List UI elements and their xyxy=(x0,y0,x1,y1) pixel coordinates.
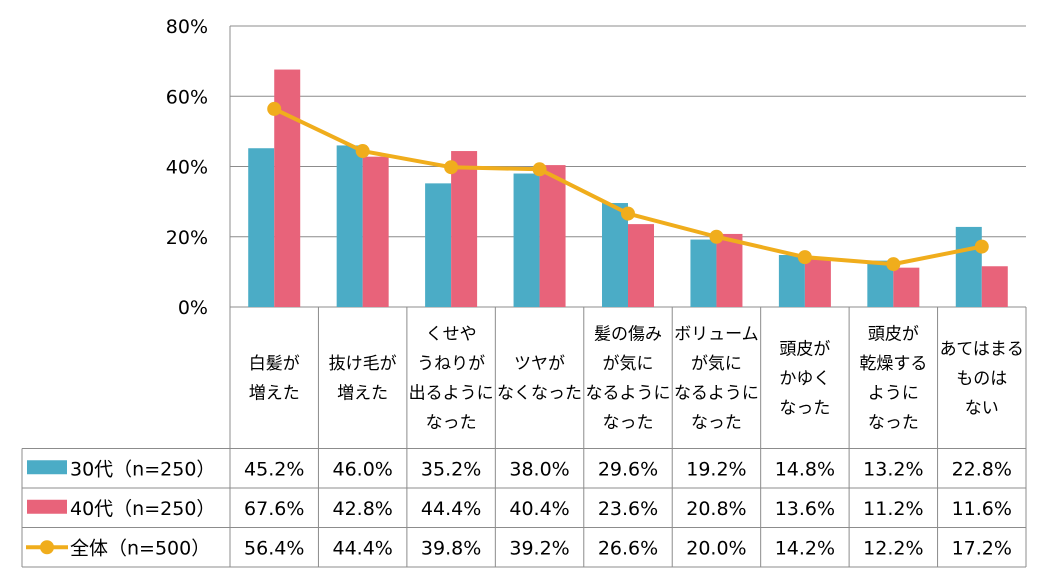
overall-point xyxy=(444,160,459,175)
bar-40s xyxy=(893,267,920,307)
data-label: 26.6% xyxy=(598,537,658,559)
data-label: 13.6% xyxy=(775,498,835,520)
category-label: 頭皮が xyxy=(868,325,919,345)
category-label: 増えた xyxy=(337,384,388,404)
bars xyxy=(248,69,1008,308)
category-label: なった xyxy=(691,413,742,433)
legend-swatch-40s xyxy=(27,499,67,514)
bar-30s xyxy=(955,226,982,307)
category-label: ない xyxy=(965,398,999,418)
category-label: なった xyxy=(603,413,654,433)
data-label: 46.0% xyxy=(332,458,392,480)
data-label: 40.4% xyxy=(509,498,569,520)
data-label: 67.6% xyxy=(244,498,304,520)
data-label: 17.2% xyxy=(952,537,1012,559)
legend-marker-overall xyxy=(40,540,54,555)
bar-40s xyxy=(539,165,566,307)
bar-40s xyxy=(804,259,831,307)
data-label: 14.8% xyxy=(775,458,835,480)
overall-line xyxy=(267,101,989,272)
bar-30s xyxy=(602,203,628,307)
bar-40s xyxy=(981,266,1008,307)
data-label: 56.4% xyxy=(244,537,304,559)
legend-label: 全体（n=500） xyxy=(70,537,210,559)
category-label: 白髪が xyxy=(249,354,300,374)
category-label: ように xyxy=(868,384,919,404)
category-label: なるように xyxy=(674,384,759,404)
category-label: 頭皮が xyxy=(779,339,830,359)
data-label: 14.2% xyxy=(775,537,835,559)
bar-40s xyxy=(716,233,743,307)
legend-swatch-30s xyxy=(27,460,67,475)
overall-point xyxy=(267,101,282,116)
category-label: なるように xyxy=(586,384,671,404)
category-label: 出るように xyxy=(409,384,494,404)
bar-40s xyxy=(362,156,389,307)
y-tick-label: 80% xyxy=(166,16,208,38)
category-label: 抜け毛が xyxy=(329,354,397,374)
data-label: 39.2% xyxy=(509,537,569,559)
bar-40s xyxy=(628,224,654,307)
data-label: 19.2% xyxy=(686,458,746,480)
data-label: 20.8% xyxy=(686,498,746,520)
data-label: 13.2% xyxy=(863,458,923,480)
overall-point xyxy=(621,206,635,221)
y-axis: 80% 60% 40% 20% 0% xyxy=(166,16,208,319)
data-label: 23.6% xyxy=(598,498,658,520)
category-label: なった xyxy=(868,413,919,433)
bar-30s xyxy=(336,145,363,307)
category-label: ツヤが xyxy=(514,354,565,374)
y-tick-label: 60% xyxy=(166,86,208,108)
data-label: 42.8% xyxy=(332,498,392,520)
category-label: 髪の傷み xyxy=(594,325,662,345)
bar-30s xyxy=(690,239,717,307)
overall-point xyxy=(797,250,812,265)
data-label: 12.2% xyxy=(863,537,923,559)
y-tick-label: 20% xyxy=(166,227,208,249)
category-label: くせや xyxy=(426,325,477,345)
category-label: ものは xyxy=(956,369,1007,389)
category-label: が気に xyxy=(603,354,654,374)
data-label: 20.0% xyxy=(686,537,746,559)
category-label: ボリューム xyxy=(674,325,759,345)
category-label: あてはまる xyxy=(940,339,1024,359)
bar-30s xyxy=(778,255,805,307)
data-label: 11.2% xyxy=(863,498,923,520)
legend-label: 30代（n=250） xyxy=(70,458,215,480)
category-label: うねりが xyxy=(417,354,485,374)
legend-label: 40代（n=250） xyxy=(70,498,215,520)
data-label: 11.6% xyxy=(952,498,1012,520)
data-label: 22.8% xyxy=(952,458,1012,480)
category-label: なくなった xyxy=(497,384,582,404)
overall-point xyxy=(974,239,989,254)
category-label: が気に xyxy=(691,354,742,374)
data-label: 45.2% xyxy=(244,458,304,480)
bar-30s xyxy=(425,183,452,307)
category-label: 増えた xyxy=(249,384,300,404)
data-label: 39.8% xyxy=(421,537,481,559)
data-label: 44.4% xyxy=(421,498,481,520)
bar-40s xyxy=(451,151,478,307)
overall-point xyxy=(709,229,724,244)
category-label: なった xyxy=(779,398,830,418)
category-label: 乾燥する xyxy=(859,354,927,374)
overall-point xyxy=(532,162,547,177)
data-label: 35.2% xyxy=(421,458,481,480)
bar-30s xyxy=(513,173,540,307)
category-label: なった xyxy=(426,413,477,433)
overall-point xyxy=(886,257,901,272)
data-label: 29.6% xyxy=(598,458,658,480)
data-label: 38.0% xyxy=(509,458,569,480)
data-label: 44.4% xyxy=(332,537,392,559)
y-tick-label: 40% xyxy=(166,157,208,179)
overall-point xyxy=(355,144,370,159)
y-tick-label: 0% xyxy=(178,297,208,319)
category-label: かゆく xyxy=(779,369,830,389)
bar-30s xyxy=(248,148,275,307)
